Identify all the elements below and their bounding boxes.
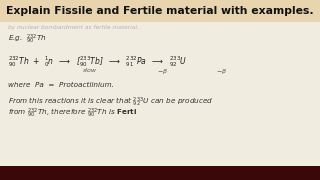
Text: from $^{232}_{90}$Th, therefore $^{232}_{90}$Th is $\mathbf{Ferti}$: from $^{232}_{90}$Th, therefore $^{232}_… <box>8 106 137 120</box>
Text: where  Pa  =  Protoactiinium.: where Pa = Protoactiinium. <box>8 82 114 88</box>
Bar <box>0 166 320 180</box>
Text: From this reactions it is clear that $^{233}_{92}$U can be produced: From this reactions it is clear that $^{… <box>8 95 213 109</box>
Text: E.g.  $^{232}_{90}$Th: E.g. $^{232}_{90}$Th <box>8 32 47 46</box>
Text: by nuclear bombardment as fertile material.: by nuclear bombardment as fertile materi… <box>8 26 139 30</box>
Text: $^{232}_{90}$Th  +  $^{1}_{0}$n  $\longrightarrow$  [$^{233}_{90}$Tb]  $\longrig: $^{232}_{90}$Th + $^{1}_{0}$n $\longrigh… <box>8 55 187 69</box>
Text: $-\beta$: $-\beta$ <box>157 66 169 75</box>
Text: Explain Fissile and Fertile material with examples.: Explain Fissile and Fertile material wit… <box>6 6 314 16</box>
Bar <box>0 0 320 22</box>
Text: slow: slow <box>83 69 97 73</box>
Text: $-\beta$: $-\beta$ <box>217 66 228 75</box>
